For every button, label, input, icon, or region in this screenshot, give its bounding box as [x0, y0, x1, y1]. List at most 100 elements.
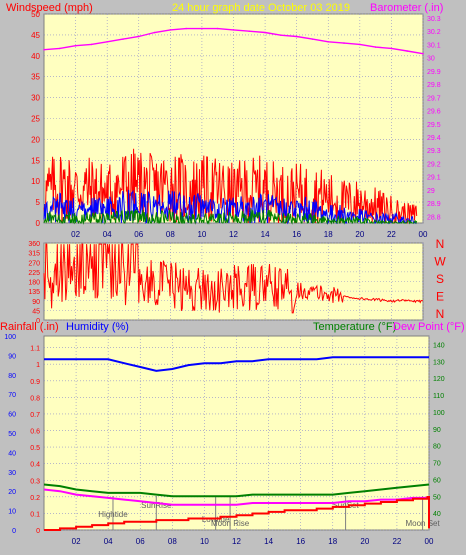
humidity-tick: 10	[8, 509, 16, 516]
compass-label: N	[436, 237, 445, 251]
compass-label: E	[436, 290, 444, 304]
temperature-tick: 60	[433, 477, 441, 484]
time-tick: 16	[292, 230, 301, 239]
barometer-tick: 28.8	[427, 214, 441, 221]
windspeed-tick: 40	[31, 52, 40, 61]
barometer-point	[185, 27, 187, 30]
time-tick: 20	[360, 537, 369, 546]
temperature-tick: 120	[433, 376, 445, 383]
rainfall-label: Rainfall (.in)	[0, 321, 59, 333]
barometer-point	[311, 38, 314, 40]
time-tick: 12	[229, 230, 238, 239]
direction-tick: 360	[28, 241, 40, 248]
windspeed-tick: 30	[31, 94, 40, 103]
barometer-tick: 29.9	[427, 69, 441, 76]
time-tick: 06	[136, 537, 145, 546]
rainfall-tick: 0.6	[30, 429, 40, 436]
barometer-point	[90, 43, 93, 46]
barometer-point	[406, 50, 409, 52]
rainfall-series-line	[44, 496, 430, 531]
compass-label: W	[434, 255, 446, 269]
event-label: SunRise	[141, 501, 172, 510]
windspeed-tick: 5	[36, 198, 41, 207]
bottom-time-axis: 02 04 06 08 10 12 14 16 18 20 22 00	[72, 537, 434, 546]
barometer-point	[264, 31, 266, 34]
barometer-point	[248, 30, 251, 32]
compass-label: N	[436, 307, 445, 321]
temperature-tick: 140	[433, 342, 445, 349]
windspeed-tick: 50	[31, 10, 40, 19]
direction-tick: 180	[28, 280, 40, 287]
barometer-tick: 30.1	[427, 42, 441, 49]
wind-series-group	[43, 27, 424, 225]
barometer-point	[374, 46, 377, 48]
windspeed-tick: 15	[31, 156, 40, 165]
temperature-tick: 70	[433, 461, 441, 468]
barometer-point	[106, 40, 108, 43]
humidity-label: Humidity (%)	[66, 321, 129, 333]
temperature-tick: 110	[433, 393, 444, 400]
humidity-tick: 50	[8, 431, 16, 438]
barometer-tick: 30	[427, 56, 435, 63]
rainfall-tick: 0.3	[30, 478, 40, 485]
barometer-tick: 29.3	[427, 148, 441, 155]
barometer-tick: 28.9	[427, 201, 441, 208]
time-tick: 18	[324, 230, 333, 239]
time-tick: 12	[232, 537, 241, 546]
event-label: Moon Rise	[211, 519, 250, 528]
barometer-point	[201, 27, 203, 30]
temperature-tick: 80	[433, 444, 441, 451]
time-tick: 02	[71, 230, 80, 239]
humidity-tick: 100	[4, 334, 16, 341]
direction-tick: 90	[32, 299, 40, 306]
barometer-point	[359, 43, 361, 46]
time-tick: 08	[168, 537, 177, 546]
time-tick: 10	[200, 537, 209, 546]
temperature-label: Temperature (°F)	[313, 321, 396, 333]
low-series-line	[43, 208, 418, 225]
time-tick: 00	[419, 230, 428, 239]
barometer-tick: 29.2	[427, 161, 441, 168]
windspeed-label: Windspeed (mph)	[6, 2, 93, 14]
direction-tick: 225	[28, 270, 40, 277]
rainfall-tick: 1	[36, 362, 40, 369]
compass-label: S	[436, 272, 444, 286]
direction-series-line	[43, 243, 423, 314]
time-tick: 22	[387, 230, 396, 239]
time-tick: 22	[392, 537, 401, 546]
windspeed-tick: 25	[31, 115, 40, 124]
humidity-series-line	[44, 356, 429, 372]
temperature-tick: 100	[433, 410, 445, 417]
barometer-point	[280, 34, 282, 36]
barometer-point	[343, 42, 345, 44]
bottom-series-group	[43, 356, 430, 531]
time-tick: 10	[197, 230, 206, 239]
temperature-tick: 40	[433, 511, 441, 518]
humidity-tick: 90	[8, 353, 16, 360]
time-tick: 08	[166, 230, 175, 239]
time-tick: 14	[261, 230, 270, 239]
graph-title: 24 hour graph date October 03 2019	[172, 2, 350, 14]
barometer-tick: 29.5	[427, 122, 441, 129]
barometer-tick: 29.7	[427, 95, 441, 102]
barometer-tick: 29.6	[427, 109, 441, 116]
windspeed-tick: 20	[31, 135, 40, 144]
barometer-point	[43, 48, 45, 51]
rainfall-tick: 0.1	[30, 511, 40, 518]
time-tick: 04	[103, 230, 112, 239]
time-tick: 02	[72, 537, 81, 546]
wind-time-axis: 02 04 06 08 10 12 14 16 18 20 22 00	[71, 230, 428, 239]
event-label: Moon Set	[405, 519, 440, 528]
barometer-tick: 29.4	[427, 135, 441, 142]
windspeed-tick: 35	[31, 73, 40, 82]
barometer-point	[390, 47, 393, 50]
rainfall-tick: 1.1	[30, 346, 40, 353]
rainfall-tick: 0	[36, 528, 40, 535]
direction-tick: 135	[28, 289, 40, 296]
humidity-tick: 80	[8, 373, 16, 380]
time-tick: 14	[264, 537, 273, 546]
